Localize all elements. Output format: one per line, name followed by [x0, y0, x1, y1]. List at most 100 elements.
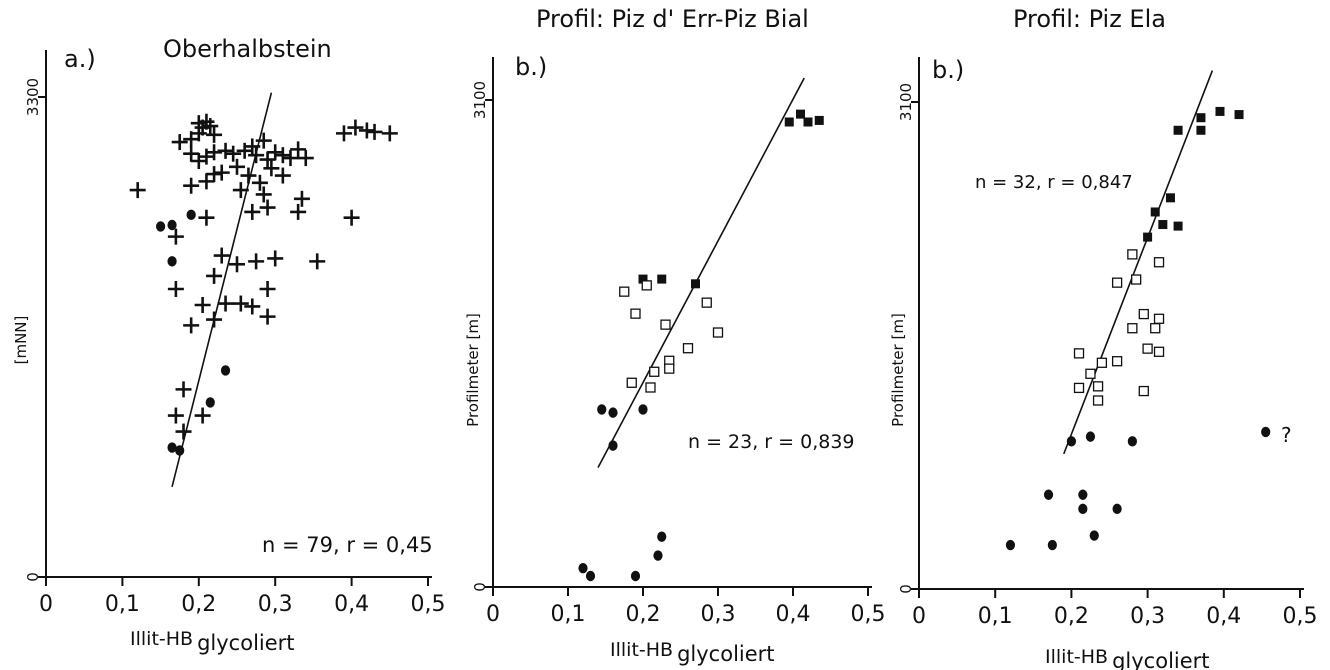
data-point-plus: [198, 173, 215, 190]
data-point-plus: [175, 381, 192, 398]
data-point-dot: [1078, 489, 1088, 500]
x-tick-label: 0,5: [851, 602, 886, 627]
data-point-dot: [638, 404, 648, 415]
data-point-plus: [358, 122, 375, 139]
data-point-open-square: [712, 327, 724, 338]
data-point-open-square: [1111, 356, 1123, 367]
data-point-open-square: [1127, 323, 1138, 334]
data-point-plus: [194, 407, 211, 424]
data-point-open-square: [649, 366, 660, 377]
data-point-dot: [1112, 503, 1122, 515]
data-point-dot: [1085, 431, 1096, 442]
data-point-dot: [578, 562, 588, 574]
x-tick-label: 0,3: [1130, 604, 1165, 629]
panel-a-ylabel: [mNN]: [12, 316, 30, 365]
data-point-filled-square: [814, 115, 824, 125]
data-point-plus: [213, 164, 230, 181]
x-tick-label: 0,2: [181, 592, 216, 617]
data-point-filled-square: [1158, 220, 1168, 230]
data-point-plus: [290, 141, 307, 158]
data-point-plus: [198, 209, 215, 226]
data-point-plus: [229, 256, 245, 273]
data-point-dot: [653, 550, 663, 561]
data-point-plus: [335, 125, 352, 142]
panel-b2-stat-text: n = 32, r = 0,847: [975, 172, 1133, 193]
data-point-open-square: [1111, 277, 1123, 288]
data-point-dot: [167, 442, 177, 453]
data-point-plus: [183, 177, 200, 194]
regression-line: [1063, 70, 1214, 455]
data-point-plus: [167, 281, 184, 297]
data-point-dot: [585, 570, 596, 582]
panel-b1-label: b.): [515, 53, 547, 81]
data-point-plus: [232, 295, 249, 312]
data-point-plus: [217, 142, 234, 159]
data-point-filled-square: [1165, 193, 1175, 203]
data-point-plus: [244, 138, 261, 155]
panel-a-xlabel: Illit-HB glycoliert: [130, 628, 295, 655]
data-point-dot: [175, 445, 185, 456]
panel-b-piz-err: Profil: Piz d' Err-Piz Bial b.) n = 23, …: [464, 5, 886, 666]
x-tick-label: 0,5: [411, 592, 446, 617]
data-point-plus: [206, 311, 223, 328]
data-point-plus: [244, 203, 261, 220]
data-point-dot: [156, 221, 166, 232]
data-point-plus: [183, 317, 200, 334]
data-point-plus: [240, 167, 257, 184]
data-point-dot: [1047, 539, 1057, 551]
data-point-open-square: [1096, 357, 1108, 368]
data-point-plus: [366, 123, 383, 140]
data-point-open-square: [1085, 368, 1096, 379]
data-point-filled-square: [1234, 110, 1244, 120]
data-point-plus: [274, 167, 291, 184]
data-point-open-square: [1073, 348, 1085, 359]
data-point-plus: [248, 147, 265, 164]
y-tick-label: 3100: [471, 81, 489, 119]
panel-b2-ylabel: Profilmeter [m]: [889, 313, 907, 427]
panel-b2-xlabel-sub: glycoliert: [1112, 649, 1209, 670]
data-point-open-square: [1142, 343, 1153, 354]
panel-b1-stat-text: n = 23, r = 0,839: [688, 431, 855, 453]
data-point-plus: [251, 174, 268, 191]
data-point-dot: [1005, 539, 1016, 551]
data-point-open-square: [1153, 257, 1165, 268]
data-point-plus: [267, 144, 284, 161]
data-point-open-square: [1092, 381, 1104, 392]
data-point-dot: [1127, 436, 1137, 447]
data-point-open-square: [664, 363, 675, 374]
data-point-filled-square: [1196, 125, 1206, 135]
regression-line: [597, 77, 805, 468]
data-point-plus: [217, 295, 234, 312]
data-point-open-square: [645, 382, 656, 393]
data-point-dot: [167, 256, 177, 267]
data-point-open-square: [1073, 382, 1085, 394]
x-tick-label: 0,1: [105, 592, 140, 617]
panel-b2-title: Profil: Piz Ela: [1013, 5, 1166, 33]
data-point-dot: [657, 531, 667, 542]
y-tick-label: 3100: [897, 83, 915, 121]
data-point-filled-square: [1215, 106, 1225, 116]
data-point-open-square: [1127, 249, 1138, 260]
y-tick-label: 0: [471, 582, 489, 592]
data-point-plus: [206, 166, 223, 183]
y-tick-label: 0: [897, 584, 915, 594]
data-point-plus: [232, 182, 249, 199]
x-tick-label: 0,3: [258, 592, 293, 617]
data-point-dot: [1078, 503, 1088, 515]
data-point-plus: [225, 145, 242, 162]
data-point-filled-square: [796, 109, 805, 119]
data-point-plus: [274, 147, 291, 164]
data-point-plus: [167, 228, 184, 245]
panel-a-stat-text: n = 79, r = 0,45: [262, 533, 433, 557]
data-point-plus: [206, 126, 223, 143]
data-point-filled-square: [784, 117, 794, 127]
x-tick-label: 0: [912, 604, 926, 629]
data-point-plus: [167, 407, 184, 424]
data-point-plus: [190, 115, 207, 132]
data-point-plus: [175, 423, 192, 440]
data-point-open-square: [1153, 346, 1165, 357]
y-tick-label: 3300: [24, 78, 42, 116]
data-point-open-square: [1131, 274, 1142, 285]
data-point-dot: [205, 397, 215, 408]
data-point-plus: [129, 182, 146, 199]
